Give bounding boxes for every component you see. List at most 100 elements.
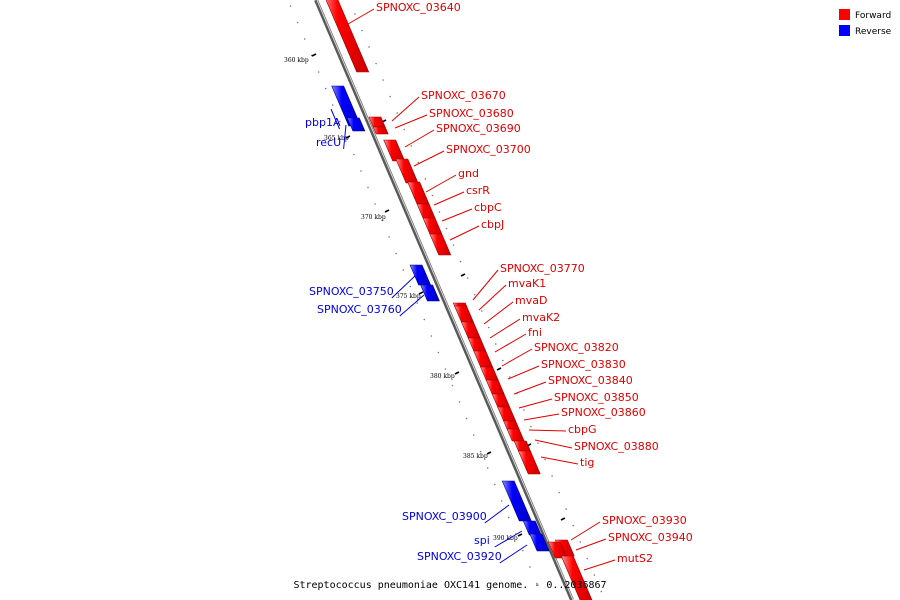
- minor-tick-dot: [361, 29, 363, 32]
- gene-block[interactable]: [560, 555, 593, 600]
- gene-leader-line: [330, 108, 340, 130]
- minor-tick-dot: [522, 549, 524, 552]
- gene-leader-line: [501, 348, 533, 367]
- gene-label[interactable]: cbpJ: [481, 218, 504, 231]
- gene-leader-line: [518, 398, 553, 409]
- minor-tick-dot: [500, 500, 503, 502]
- gene-label[interactable]: SPNOXC_03830: [541, 358, 626, 371]
- gene-label[interactable]: SPNOXC_03920: [417, 550, 502, 563]
- minor-tick-dot: [430, 335, 433, 337]
- gene-leader-line: [472, 269, 499, 301]
- gene-block[interactable]: [429, 233, 452, 256]
- gene-label[interactable]: mutS2: [617, 552, 653, 565]
- gene-label[interactable]: pbp1A: [305, 116, 341, 129]
- gene-label[interactable]: SPNOXC_03840: [548, 374, 633, 387]
- gene-block[interactable]: [422, 217, 443, 235]
- gene-leader-line: [484, 504, 510, 524]
- gene-block[interactable]: [501, 480, 532, 522]
- gene-block[interactable]: [454, 305, 474, 323]
- minor-tick-dot: [403, 128, 406, 131]
- gene-label[interactable]: SPNOXC_03690: [436, 122, 521, 135]
- minor-tick-dot: [296, 21, 299, 24]
- genome-caption: Streptococcus pneumoniae OXC141 genome. …: [293, 580, 606, 591]
- major-tick: [418, 291, 424, 295]
- gene-leader-line: [494, 530, 523, 548]
- gene-block[interactable]: [467, 337, 487, 352]
- gene-block[interactable]: [416, 203, 436, 219]
- gene-block[interactable]: [529, 533, 550, 552]
- gene-label[interactable]: fni: [528, 326, 542, 339]
- gene-block[interactable]: [420, 284, 440, 302]
- gene-block[interactable]: [473, 350, 494, 368]
- minor-tick-dot: [424, 178, 427, 180]
- minor-tick-dot: [529, 566, 531, 568]
- minor-tick-dot: [600, 590, 603, 593]
- gene-block[interactable]: [517, 450, 541, 475]
- gene-label[interactable]: recU: [316, 136, 341, 149]
- gene-label[interactable]: mvaK2: [522, 311, 560, 324]
- gene-block[interactable]: [485, 379, 505, 395]
- gene-blocks: [321, 0, 593, 600]
- minor-tick-dot: [437, 351, 440, 354]
- minor-tick-dot: [410, 145, 413, 147]
- gene-label[interactable]: SPNOXC_03820: [534, 341, 619, 354]
- tick-label: 370 kbp: [361, 214, 386, 221]
- gene-label[interactable]: spi: [474, 534, 490, 547]
- minor-tick-dots: [289, 5, 603, 593]
- gene-block[interactable]: [409, 264, 432, 286]
- gene-block[interactable]: [480, 366, 499, 381]
- gene-label[interactable]: SPNOXC_03860: [561, 406, 646, 419]
- gene-block[interactable]: [491, 393, 511, 408]
- gene-label[interactable]: SPNOXC_03680: [429, 107, 514, 120]
- minor-tick-dot: [438, 211, 441, 213]
- minor-tick-dot: [360, 170, 362, 172]
- gene-block[interactable]: [407, 181, 430, 205]
- gene-label[interactable]: SPNOXC_03700: [446, 143, 531, 156]
- minor-tick-dot: [509, 376, 511, 378]
- gene-block[interactable]: [460, 321, 481, 339]
- gene-label[interactable]: SPNOXC_03940: [608, 531, 693, 544]
- gene-label[interactable]: cbpC: [474, 201, 502, 214]
- gene-block[interactable]: [372, 126, 389, 135]
- gene-label[interactable]: mvaD: [515, 294, 547, 307]
- gene-block[interactable]: [503, 420, 520, 430]
- gene-label[interactable]: tig: [580, 456, 594, 469]
- gene-label[interactable]: mvaK1: [508, 277, 546, 290]
- gene-labels: SPNOXC_03640 pbp1A recU SPNOXC_03670 SPNOXC_…: [305, 1, 693, 565]
- gene-label[interactable]: SPNOXC_03670: [421, 89, 506, 102]
- gene-block[interactable]: [346, 117, 366, 132]
- tick-label: 390 kbp: [493, 535, 518, 542]
- gene-block[interactable]: [506, 428, 525, 442]
- gene-label[interactable]: SPNOXC_03900: [402, 510, 487, 523]
- major-tick: [460, 273, 466, 277]
- gene-label[interactable]: SPNOXC_03770: [500, 262, 585, 275]
- minor-tick-dot: [493, 483, 496, 486]
- gene-label[interactable]: csrR: [466, 184, 490, 197]
- gene-leader-line: [391, 96, 420, 122]
- gene-leader-line: [399, 294, 425, 317]
- minor-tick-dot: [572, 524, 575, 527]
- minor-tick-dot: [367, 186, 369, 189]
- gene-block[interactable]: [383, 139, 406, 162]
- gene-block[interactable]: [513, 440, 531, 452]
- gene-block[interactable]: [395, 158, 419, 184]
- gene-label[interactable]: SPNOXC_03750: [309, 285, 394, 298]
- minor-tick-dot: [431, 194, 434, 197]
- gene-label[interactable]: SPNOXC_03640: [376, 1, 461, 14]
- gene-label[interactable]: cbpG: [568, 423, 597, 436]
- minor-tick-dot: [452, 244, 455, 246]
- major-tick: [560, 517, 566, 521]
- minor-tick-dot: [487, 326, 490, 329]
- gene-label[interactable]: SPNOXC_03880: [574, 440, 659, 453]
- gene-leader-line: [449, 225, 480, 241]
- gene-leader-lines: [330, 8, 616, 571]
- gene-label[interactable]: SPNOXC_03930: [602, 514, 687, 527]
- gene-block[interactable]: [321, 0, 370, 73]
- gene-label[interactable]: gnd: [458, 167, 479, 180]
- minor-tick-dot: [586, 557, 589, 560]
- gene-label[interactable]: SPNOXC_03850: [554, 391, 639, 404]
- minor-tick-dot: [396, 112, 399, 114]
- gene-label[interactable]: SPNOXC_03760: [317, 303, 402, 316]
- gene-block[interactable]: [497, 406, 517, 422]
- minor-tick-dot: [565, 508, 567, 510]
